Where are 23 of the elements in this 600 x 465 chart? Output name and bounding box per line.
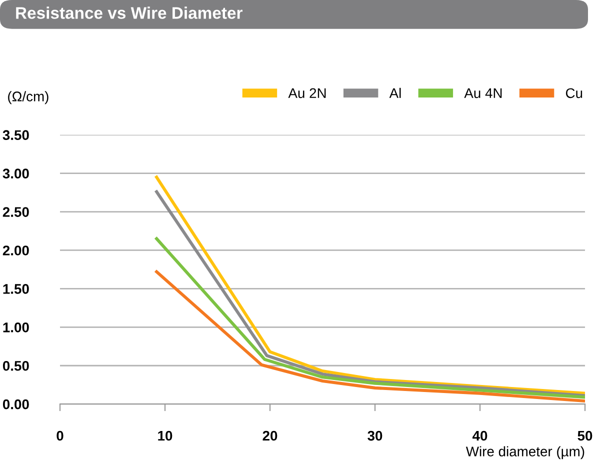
line-series [155, 270, 585, 403]
x-axis-title: Wire diameter (µm) [466, 446, 584, 460]
y-tick-label: 0.50 [2, 360, 29, 371]
legend-label: Al [389, 88, 401, 98]
legend-label: Cu [566, 88, 582, 98]
y-tick-label: 2.00 [2, 246, 29, 256]
x-tick-label: 10 [158, 430, 172, 441]
y-axis-title: (Ω/cm) [8, 91, 48, 104]
y-tick-label: 0.00 [2, 399, 29, 410]
chart-title: Resistance vs Wire Diameter [16, 6, 242, 19]
line-series [155, 237, 585, 399]
y-tick-label: 3.50 [2, 130, 29, 140]
y-tick-label: 1.00 [3, 322, 29, 332]
x-tick-label: 40 [472, 430, 488, 441]
x-tick-label: 30 [368, 430, 382, 441]
x-tick-label: 50 [578, 430, 592, 441]
legend-label: Au 2N [288, 88, 326, 98]
x-tick-label: 20 [262, 430, 278, 441]
x-tick-label: 0 [56, 430, 64, 441]
y-tick-label: 2.50 [2, 207, 29, 217]
y-tick-label: 3.00 [2, 168, 29, 178]
y-tick-label: 1.50 [3, 284, 29, 294]
legend-label: Au 4N [464, 88, 502, 98]
